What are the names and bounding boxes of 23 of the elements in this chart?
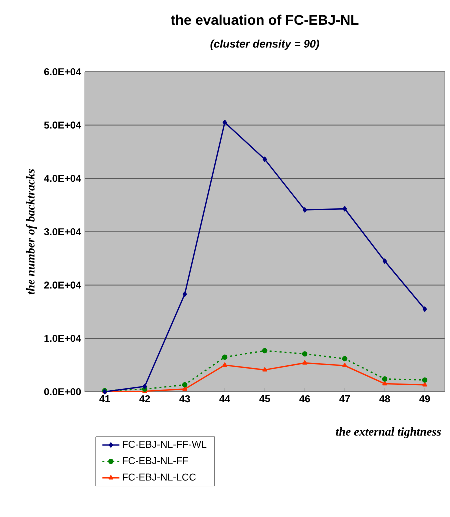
y-tick-label: 1.0E+04: [44, 335, 82, 342]
y-tick-label: 3.0E+04: [44, 228, 82, 236]
chart-title: the evaluation of FC-EBJ-NL: [171, 14, 359, 26]
y-tick-label: 0.0E+00: [44, 388, 82, 396]
y-tick-label: 6.0E+04: [44, 68, 82, 76]
legend-label: FC-EBJ-NL-LCC: [123, 474, 196, 481]
x-tick-label: 42: [140, 396, 150, 402]
y-axis-title: the number of backtracks: [26, 169, 38, 295]
y-tick-label: 2.0E+04: [44, 282, 82, 289]
x-tick-label: 41: [100, 396, 110, 402]
x-tick-label: 44: [220, 396, 230, 402]
x-axis-title: the external tightness: [336, 428, 442, 438]
legend-label: FC-EBJ-NL-FF-WL: [123, 440, 207, 448]
legend-label: FC-EBJ-NL-FF: [123, 457, 188, 464]
x-tick-label: 46: [300, 396, 310, 403]
y-tick-label: 5.0E+04: [44, 122, 82, 129]
x-tick-label: 47: [340, 396, 350, 402]
chart-subtitle: (cluster density = 90): [210, 40, 320, 50]
y-tick-label: 4.0E+04: [44, 175, 82, 182]
x-tick-label: 48: [380, 396, 390, 403]
x-tick-label: 43: [180, 396, 190, 403]
x-tick-label: 45: [260, 396, 270, 402]
x-tick-label: 49: [420, 396, 430, 403]
